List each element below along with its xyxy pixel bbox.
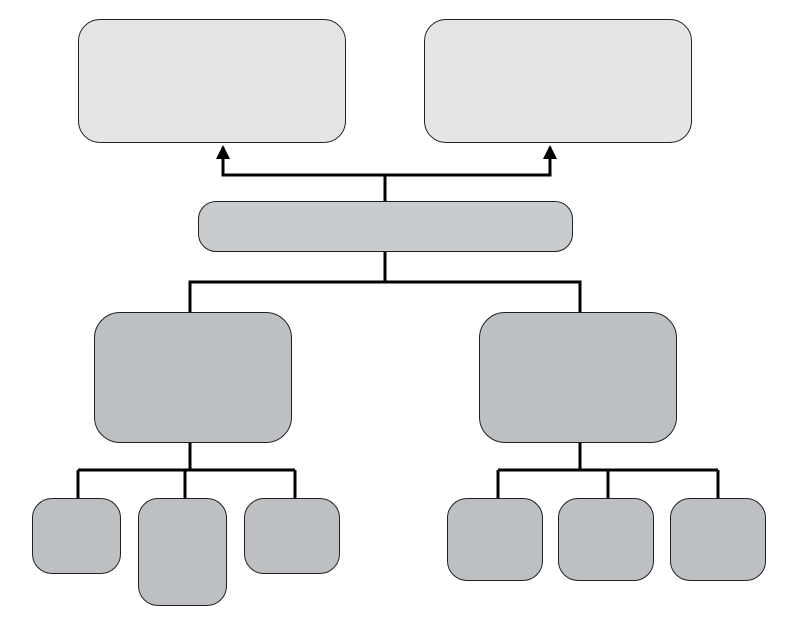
- node-leaf-6: [670, 498, 766, 581]
- node-leaf-2: [138, 498, 227, 606]
- edge-mid-to-sub-right: [385, 282, 580, 312]
- edge-mid-to-top-left: [223, 147, 385, 201]
- node-leaf-5: [558, 498, 654, 581]
- node-leaf-4: [447, 498, 543, 581]
- node-sub-left: [94, 312, 292, 443]
- node-sub-right: [479, 312, 677, 443]
- edge-mid-to-subs: [190, 252, 385, 312]
- arrowhead-mid-to-top-left: [216, 145, 230, 159]
- node-leaf-3: [244, 498, 340, 574]
- org-chart-canvas: [0, 0, 797, 642]
- node-top-left: [78, 19, 346, 143]
- edge-mid-to-top-right: [385, 147, 550, 201]
- arrowhead-mid-to-top-right: [543, 145, 557, 159]
- node-top-right: [424, 19, 692, 143]
- node-leaf-1: [32, 498, 121, 574]
- node-middle: [198, 201, 573, 252]
